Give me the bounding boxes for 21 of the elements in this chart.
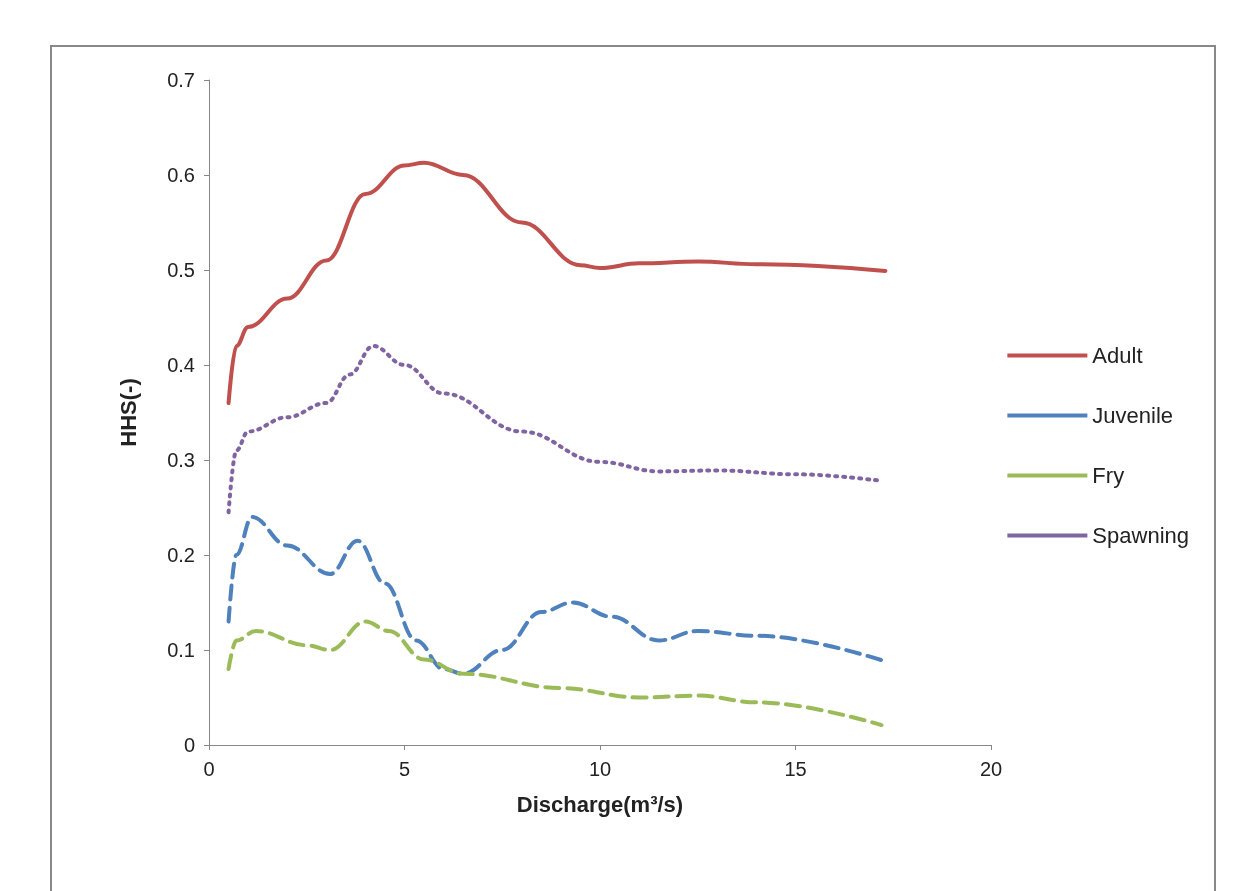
x-tick-label: 0 xyxy=(203,758,215,780)
y-tick-label: 0.3 xyxy=(167,449,195,471)
legend-label: Spawning xyxy=(1092,523,1190,548)
y-axis-title: HHS(-) xyxy=(115,378,141,447)
y-tick-label: 0.1 xyxy=(167,639,195,661)
x-tick-label: 5 xyxy=(398,758,411,780)
y-tick-label: 0.2 xyxy=(167,544,195,566)
line-series xyxy=(226,619,884,728)
legend-label: Adult xyxy=(1092,343,1143,368)
x-axis-title: Discharge(m³/s) xyxy=(516,791,684,817)
x-tick-label: 20 xyxy=(979,758,1003,780)
y-tick-label: 0.5 xyxy=(167,259,195,281)
line-series xyxy=(226,160,888,405)
y-tick-label: 0.7 xyxy=(167,69,195,91)
legend-label: Fry xyxy=(1092,463,1125,488)
y-tick-label: 0.6 xyxy=(167,164,195,186)
x-tick-label: 15 xyxy=(784,758,807,780)
legend-label: Juvenile xyxy=(1092,403,1174,428)
x-tick-label: 10 xyxy=(588,758,612,780)
y-tick-label: 0.4 xyxy=(167,354,195,376)
y-tick-label: 0 xyxy=(183,734,195,756)
